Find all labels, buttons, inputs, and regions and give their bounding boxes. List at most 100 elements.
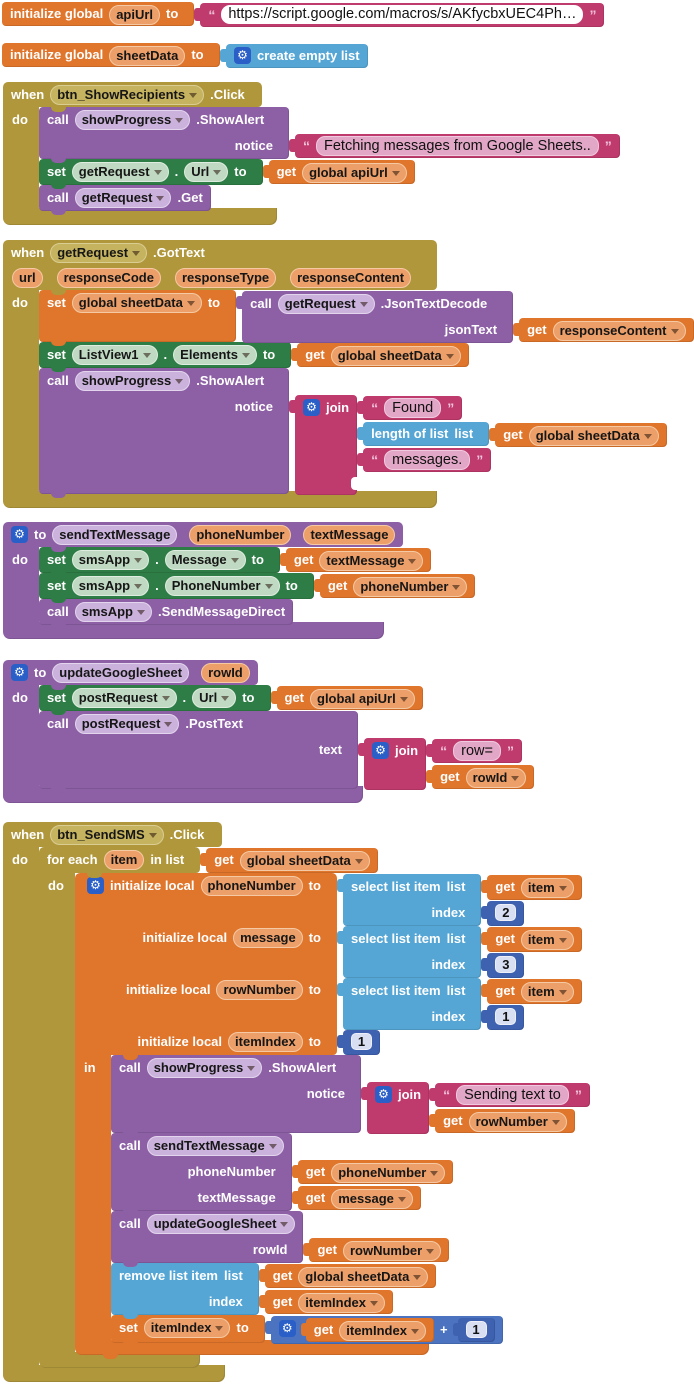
block-join-found[interactable]: ⚙ join “ Found ” length of list list get global … [289, 395, 667, 495]
block-number-3[interactable]: 3 [481, 953, 525, 978]
block-number-2[interactable]: 2 [481, 901, 525, 926]
block-header[interactable]: when btn_ShowRecipients .Click [3, 82, 262, 107]
dropdown-field[interactable]: postRequest [71, 688, 177, 708]
block-to-sendTextMessage[interactable]: ⚙ to sendTextMessage phoneNumber textMessage… [3, 522, 476, 639]
dropdown-field[interactable]: global sheetData [71, 293, 202, 313]
block-set-global-sheetData[interactable]: set global sheetData to call getRequest .Json… [39, 290, 694, 346]
block-join-row[interactable]: ⚙ join “ row= ” get rowId [358, 738, 535, 790]
dropdown-field[interactable]: ListView1 [71, 345, 158, 365]
parameter-chip[interactable]: rowId [201, 663, 250, 683]
block-init-global-sheetData[interactable]: initialize global sheetData to ⚙ create empt… [2, 43, 368, 68]
block-stack[interactable]: initialize global apiUrl to “ https://script… [2, 2, 605, 27]
block-header[interactable]: ⚙ initialize local phoneNumber to select lis… [75, 873, 582, 1055]
block-join-sending[interactable]: ⚙ join “ Sending text to ” get rowNumber [361, 1082, 590, 1134]
name-field[interactable]: updateGoogleSheet [52, 663, 190, 683]
block-call-smsApp-sendMessageDirect[interactable]: call smsApp .SendMessageDirect [39, 599, 294, 629]
block-get-global-sheetData[interactable]: get global sheetData [291, 343, 469, 367]
block-set-listview1-elements[interactable]: set ListView1. Elements to get global sheetDa… [39, 342, 469, 372]
block-number-1b[interactable]: 1 [337, 1030, 380, 1055]
dropdown-field[interactable]: showProgress [146, 1058, 263, 1078]
text-field[interactable]: messages. [384, 450, 471, 470]
block-text-row[interactable]: “ row= ” [426, 739, 522, 763]
block-set-getRequest-url[interactable]: set getRequest. Url to get global apiUrl [39, 159, 415, 189]
dropdown-field[interactable]: btn_SendSMS [50, 825, 164, 845]
dropdown-field[interactable]: global sheetData [330, 346, 461, 366]
number-field[interactable]: 1 [495, 1008, 517, 1025]
block-when-btnSendSMS-click[interactable]: when btn_SendSMS .Click do for each item in li… [3, 822, 590, 1382]
dropdown-field[interactable]: global sheetData [239, 851, 370, 871]
dropdown-field[interactable]: smsApp [71, 576, 150, 596]
block-get-phoneNumber[interactable]: get phoneNumber [313, 574, 476, 598]
mutator-gear-icon[interactable]: ⚙ [87, 877, 104, 894]
dropdown-field[interactable]: phoneNumber [331, 1163, 446, 1183]
mutator-gear-icon[interactable]: ⚙ [234, 47, 251, 64]
dropdown-field[interactable]: smsApp [74, 602, 152, 622]
block-text-fetching[interactable]: “ Fetching messages from Google Sheets.. ” [289, 134, 620, 158]
parameter-chip[interactable]: responseType [174, 268, 277, 288]
dropdown-field[interactable]: updateGoogleSheet [146, 1214, 296, 1234]
block-math-plus[interactable]: ⚙ get itemIndex +1 [264, 1316, 503, 1344]
name-field[interactable]: apiUrl [109, 5, 161, 25]
number-field[interactable]: 2 [495, 904, 517, 921]
block-call-sendTextMessage[interactable]: call sendTextMessage phoneNumber get phoneNu… [111, 1133, 454, 1215]
block-call-getRequest-jsonTextDecode[interactable]: call getRequest .JsonTextDecode jsonText get… [236, 291, 694, 343]
block-get-item-2[interactable]: get item [481, 927, 582, 952]
block-stack[interactable]: initialize global sheetData to ⚙ create empt… [2, 43, 368, 68]
block-call-showProgress-showAlert-3[interactable]: call showProgress .ShowAlert notice ⚙ join “ Se… [111, 1055, 590, 1137]
name-field[interactable]: phoneNumber [200, 876, 303, 896]
dropdown-field[interactable]: Url [192, 688, 237, 708]
block-get-textMessage[interactable]: get textMessage [279, 548, 432, 572]
dropdown-field[interactable]: rowNumber [468, 1112, 567, 1132]
dropdown-field[interactable]: PhoneNumber [164, 576, 280, 596]
mutator-gear-icon[interactable]: ⚙ [372, 742, 389, 759]
dropdown-field[interactable]: itemIndex [339, 1321, 426, 1341]
dropdown-field[interactable]: responseContent [552, 321, 686, 341]
block-get-global-sheetData-3[interactable]: get global sheetData [200, 848, 378, 873]
block-create-empty-list[interactable]: ⚙ create empty list [220, 44, 368, 68]
block-text-messages[interactable]: “ messages. ” [357, 448, 492, 472]
block-header[interactable]: when btn_SendSMS .Click [3, 822, 222, 847]
dropdown-field[interactable]: Message [164, 550, 246, 570]
text-field[interactable]: Fetching messages from Google Sheets.. [316, 136, 599, 156]
dropdown-field[interactable]: itemIndex [143, 1318, 231, 1338]
block-header[interactable]: for each item in list get global sheetData [39, 847, 378, 873]
dropdown-field[interactable]: smsApp [71, 550, 150, 570]
block-text-sending[interactable]: “ Sending text to ” [429, 1083, 590, 1107]
dropdown-field[interactable]: showProgress [74, 110, 191, 130]
block-get-phoneNumber-2[interactable]: get phoneNumber [291, 1160, 454, 1184]
name-field[interactable]: rowNumber [216, 980, 303, 1000]
mutator-gear-icon[interactable]: ⚙ [303, 399, 320, 416]
block-get-global-apiUrl-2[interactable]: get global apiUrl [270, 686, 423, 710]
block-text-apiurl-value[interactable]: “ https://script.google.com/macros/s/AKfy… [194, 3, 605, 27]
block-set-itemIndex[interactable]: set itemIndex to ⚙ get itemIndex +1 [111, 1315, 503, 1347]
text-field[interactable]: Sending text to [456, 1085, 569, 1105]
text-input-field[interactable]: https://script.google.com/macros/s/AKfyc… [221, 5, 584, 24]
block-get-rowNumber-2[interactable]: get rowNumber [303, 1238, 450, 1262]
block-for-each-item[interactable]: for each item in list get global sheetData do… [39, 847, 590, 1368]
block-select-list-item-2[interactable]: select list item list get item index 3 [337, 926, 582, 978]
block-set-smsApp-message[interactable]: set smsApp. Message to get textMessage [39, 547, 432, 577]
block-set-smsApp-phoneNumber[interactable]: set smsApp. PhoneNumber to get phoneNumber [39, 573, 476, 603]
block-when-btnShowRecipients-click[interactable]: when btn_ShowRecipients .Click do call showPr… [3, 82, 620, 225]
dropdown-field[interactable]: postRequest [74, 714, 180, 734]
block-call-postRequest-postText[interactable]: call postRequest .PostText text ⚙ join “ row= ” g… [39, 711, 535, 793]
block-get-rowNumber[interactable]: get rowNumber [429, 1109, 575, 1133]
block-number-1[interactable]: 1 [481, 1005, 525, 1030]
dropdown-field[interactable]: rowNumber [342, 1241, 442, 1261]
block-get-itemIndex[interactable]: get itemIndex [258, 1290, 393, 1314]
dropdown-field[interactable]: phoneNumber [353, 577, 468, 597]
block-when-getRequest-gotText[interactable]: when getRequest .GotText url responseCode res… [3, 240, 694, 508]
block-get-message[interactable]: get message [291, 1186, 421, 1210]
block-select-list-item-1[interactable]: select list item list get item index 2 [337, 874, 582, 926]
parameter-chip[interactable]: textMessage [303, 525, 396, 545]
name-field[interactable]: sendTextMessage [52, 525, 178, 545]
dropdown-field[interactable]: Url [184, 162, 229, 182]
block-get-global-apiUrl[interactable]: get global apiUrl [262, 160, 415, 184]
dropdown-field[interactable]: item [520, 982, 574, 1002]
block-call-updateGoogleSheet[interactable]: call updateGoogleSheet rowId get rowNumber [111, 1211, 450, 1267]
dropdown-field[interactable]: rowId [465, 768, 527, 788]
block-length-of-list[interactable]: length of list list get global sheetData [357, 422, 667, 447]
mutator-gear-icon[interactable]: ⚙ [278, 1320, 296, 1337]
text-field[interactable]: row= [453, 741, 501, 761]
